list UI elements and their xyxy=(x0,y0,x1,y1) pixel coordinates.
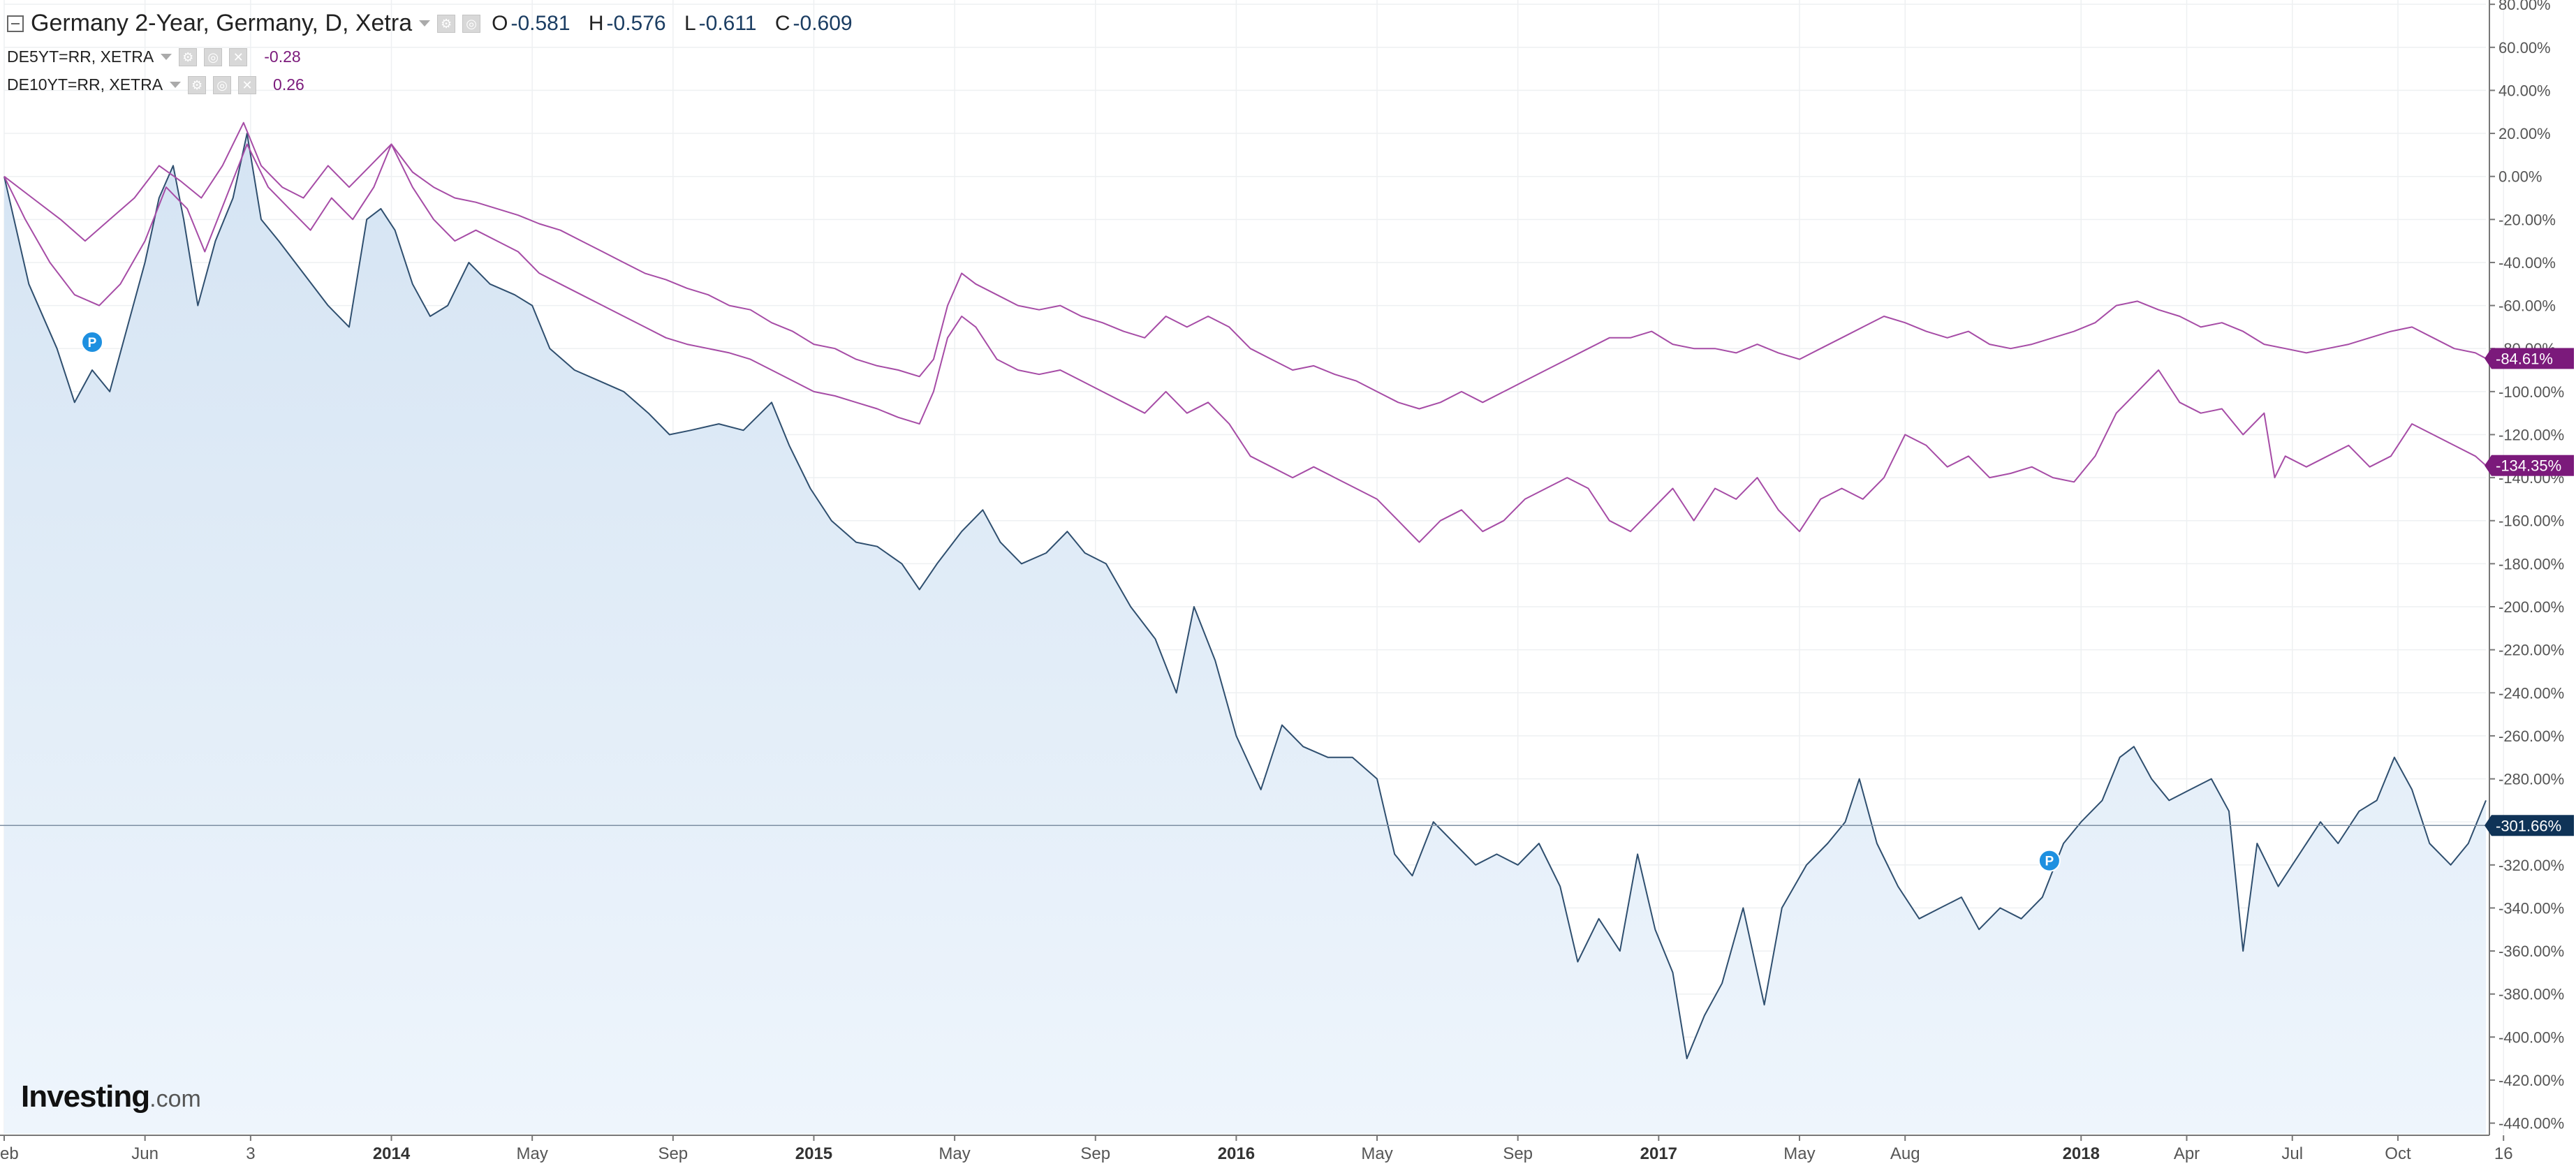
last-value-badges: -84.61% -134.35% -301.66% xyxy=(2485,348,2574,836)
y-tick-label: -160.00% xyxy=(2498,512,2564,530)
settings-icon[interactable]: ⚙ xyxy=(437,14,456,33)
x-tick-label: Jul xyxy=(2281,1144,2303,1163)
ohlc-readout: O -0.581 H -0.576 L -0.611 C -0.609 xyxy=(492,12,864,36)
close-icon[interactable]: ✕ xyxy=(238,75,257,94)
low-value: -0.611 xyxy=(698,11,757,35)
y-tick-label: -200.00% xyxy=(2498,598,2564,616)
compare-10y-name[interactable]: DE10YT=RR, XETRA xyxy=(7,75,163,94)
x-tick-label: Apr xyxy=(2174,1144,2200,1163)
badge-label: -84.61% xyxy=(2496,350,2553,367)
open-label: O xyxy=(492,11,508,35)
y-tick-label: -400.00% xyxy=(2498,1028,2564,1046)
y-tick-label: -180.00% xyxy=(2498,555,2564,573)
main-last-value-badge: -301.66% xyxy=(2485,815,2574,836)
x-tick-label: May xyxy=(1783,1144,1815,1163)
visibility-icon[interactable]: ◎ xyxy=(462,14,481,33)
close-label: C xyxy=(774,11,790,35)
caret-down-icon[interactable] xyxy=(419,20,431,27)
x-tick-label: 2014 xyxy=(373,1144,411,1163)
collapse-legend-icon[interactable] xyxy=(7,15,24,32)
main-series-line xyxy=(3,133,2487,1060)
y-tick-label: -20.00% xyxy=(2498,211,2556,228)
x-tick-label: Sep xyxy=(1503,1144,1533,1163)
y-tick-label: 40.00% xyxy=(2498,82,2551,99)
y-tick-label: 60.00% xyxy=(2498,39,2551,57)
y-tick-label: -240.00% xyxy=(2498,684,2564,702)
x-tick-label: Jun xyxy=(131,1144,159,1163)
main-series-fill xyxy=(4,133,2486,1135)
investing-logo: Investing.com xyxy=(21,1079,201,1114)
event-marker-label: P xyxy=(2045,855,2054,869)
x-tick-label: Oct xyxy=(2385,1144,2411,1163)
x-tick-label: Sep xyxy=(658,1144,688,1163)
main-legend: Germany 2-Year, Germany, D, Xetra ⚙ ◎ O-… xyxy=(7,10,865,37)
main-area-series xyxy=(3,133,2487,1135)
caret-down-icon[interactable] xyxy=(161,54,172,60)
x-tick-label: 2017 xyxy=(1640,1144,1677,1163)
y-tick-label: -280.00% xyxy=(2498,771,2564,788)
y-tick-label: 80.00% xyxy=(2498,0,2551,13)
settings-icon[interactable]: ⚙ xyxy=(188,75,207,94)
logo-suffix: .com xyxy=(149,1086,201,1112)
close-value: -0.609 xyxy=(793,11,853,35)
compare-last-value-badge: -134.35% xyxy=(2485,455,2574,476)
y-tick-label: -40.00% xyxy=(2498,254,2556,272)
x-tick-label: Feb xyxy=(0,1144,19,1163)
caret-down-icon[interactable] xyxy=(170,82,182,88)
low-label: L xyxy=(684,11,696,35)
visibility-icon[interactable]: ◎ xyxy=(204,47,223,66)
y-tick-label: 0.00% xyxy=(2498,168,2542,186)
compare-5y-name[interactable]: DE5YT=RR, XETRA xyxy=(7,47,154,66)
x-tick-label: 16 xyxy=(2494,1144,2513,1163)
y-tick-label: -60.00% xyxy=(2498,297,2556,315)
open-value: -0.581 xyxy=(510,11,571,35)
compare-legend-5y: DE5YT=RR, XETRA ⚙ ◎ ✕ -0.28 xyxy=(7,47,301,66)
compare-series-line-1 xyxy=(3,121,2487,410)
main-series-title[interactable]: Germany 2-Year, Germany, D, Xetra xyxy=(31,10,413,36)
event-marker-label: P xyxy=(88,336,97,350)
y-tick-label: -440.00% xyxy=(2498,1115,2564,1132)
x-tick-label: Sep xyxy=(1080,1144,1110,1163)
high-value: -0.576 xyxy=(606,11,666,35)
compare-series-line-2 xyxy=(3,143,2487,543)
y-tick-label: -360.00% xyxy=(2498,943,2564,960)
x-tick-label: 2018 xyxy=(2063,1144,2100,1163)
x-tick-label: 2016 xyxy=(1218,1144,1255,1163)
compare-last-value-badge: -84.61% xyxy=(2485,348,2574,369)
y-tick-label: -420.00% xyxy=(2498,1072,2564,1089)
badge-label: -301.66% xyxy=(2496,817,2561,834)
y-tick-label: -120.00% xyxy=(2498,426,2564,443)
x-tick-label: 2015 xyxy=(795,1144,832,1163)
logo-brand: Investing xyxy=(21,1079,150,1114)
high-label: H xyxy=(588,11,604,35)
x-tick-label: May xyxy=(1361,1144,1392,1163)
y-tick-label: -260.00% xyxy=(2498,728,2564,745)
x-tick-label: 3 xyxy=(246,1144,255,1163)
event-marker[interactable]: P xyxy=(2038,849,2061,872)
compare-5y-value: -0.28 xyxy=(264,47,301,66)
y-tick-label: -100.00% xyxy=(2498,383,2564,401)
y-tick-label: -320.00% xyxy=(2498,857,2564,874)
x-tick-label: May xyxy=(939,1144,970,1163)
close-icon[interactable]: ✕ xyxy=(229,47,248,66)
x-tick-label: May xyxy=(516,1144,547,1163)
compare-legend-10y: DE10YT=RR, XETRA ⚙ ◎ ✕ 0.26 xyxy=(7,75,304,94)
compare-10y-value: 0.26 xyxy=(273,75,304,94)
compare-series-group xyxy=(3,121,2487,543)
settings-icon[interactable]: ⚙ xyxy=(179,47,198,66)
badge-label: -134.35% xyxy=(2496,457,2561,475)
x-tick-label: Aug xyxy=(1890,1144,1920,1163)
visibility-icon[interactable]: ◎ xyxy=(213,75,232,94)
y-tick-label: -220.00% xyxy=(2498,642,2564,659)
y-tick-label: -380.00% xyxy=(2498,986,2564,1003)
y-tick-label: -340.00% xyxy=(2498,899,2564,917)
event-marker[interactable]: P xyxy=(81,330,104,353)
event-markers[interactable]: PP xyxy=(81,330,2061,872)
y-tick-label: 20.00% xyxy=(2498,125,2551,142)
